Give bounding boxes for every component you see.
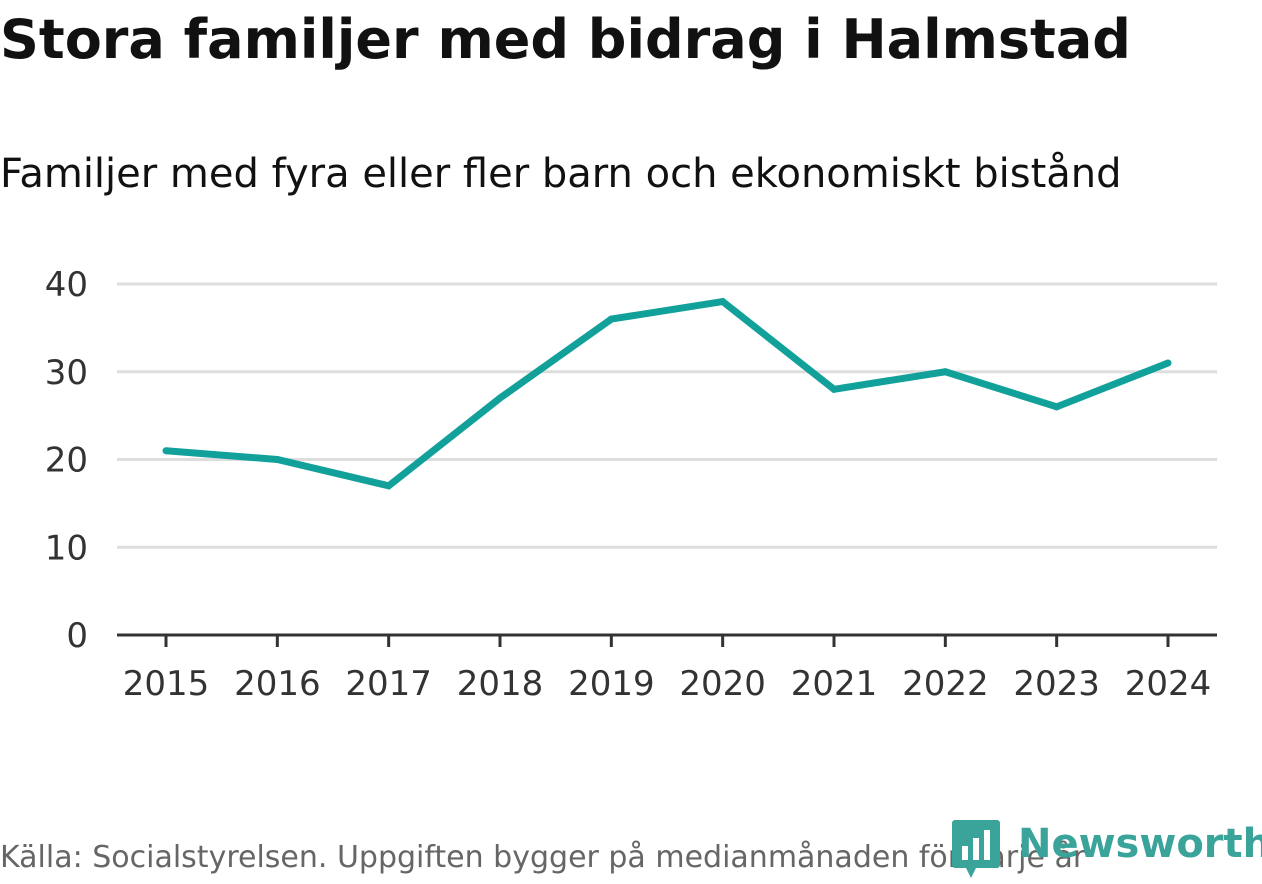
chart-title: Stora familjer med bidrag i Halmstad	[0, 8, 1131, 71]
x-axis	[117, 633, 1217, 647]
x-axis-labels: 2015 2016 2017 2018 2019 2020 2021 2022 2023 2024	[123, 664, 1212, 704]
x-tick-label-2019: 2019	[568, 664, 655, 704]
data-point-2024	[1164, 359, 1172, 367]
y-tick-label-0: 0	[66, 616, 88, 656]
data-point-2021	[830, 385, 838, 393]
gridlines	[117, 282, 1217, 549]
source-note: Källa: Socialstyrelsen. Uppgiften bygger…	[0, 840, 1086, 875]
x-tick-label-2016: 2016	[234, 664, 321, 704]
x-tick-label-2020: 2020	[679, 664, 766, 704]
x-tick-label-2021: 2021	[791, 664, 878, 704]
series-line-0	[165, 297, 1170, 490]
x-tick-label-2015: 2015	[123, 664, 210, 704]
logo-text: Newsworthy	[1018, 821, 1262, 867]
y-tick-label-20: 20	[45, 441, 88, 481]
x-tick-label-2022: 2022	[902, 664, 989, 704]
series	[162, 297, 1172, 490]
data-point-2016	[273, 456, 281, 463]
newsworthy-logo: Newsworthy	[952, 820, 1262, 878]
data-point-2018	[496, 394, 504, 402]
x-tick-label-2018: 2018	[457, 664, 544, 704]
data-point-2022	[941, 368, 949, 376]
x-tick-label-2017: 2017	[345, 664, 432, 704]
x-tick-label-2024: 2024	[1125, 664, 1212, 704]
x-tick-label-2023: 2023	[1013, 664, 1100, 704]
y-tick-label-40: 40	[45, 265, 88, 305]
y-tick-label-10: 10	[45, 528, 88, 568]
data-point-2023	[1053, 403, 1061, 411]
y-axis-labels: 0 10 20 30 40	[45, 265, 88, 656]
y-tick-label-30: 30	[45, 353, 88, 393]
bar-chart-icon	[952, 820, 1000, 878]
data-point-2015	[162, 447, 170, 455]
data-point-2020	[719, 298, 727, 306]
data-point-2019	[607, 315, 615, 323]
chart-subtitle: Familjer med fyra eller fler barn och ek…	[0, 151, 1122, 197]
data-point-2017	[385, 482, 393, 490]
